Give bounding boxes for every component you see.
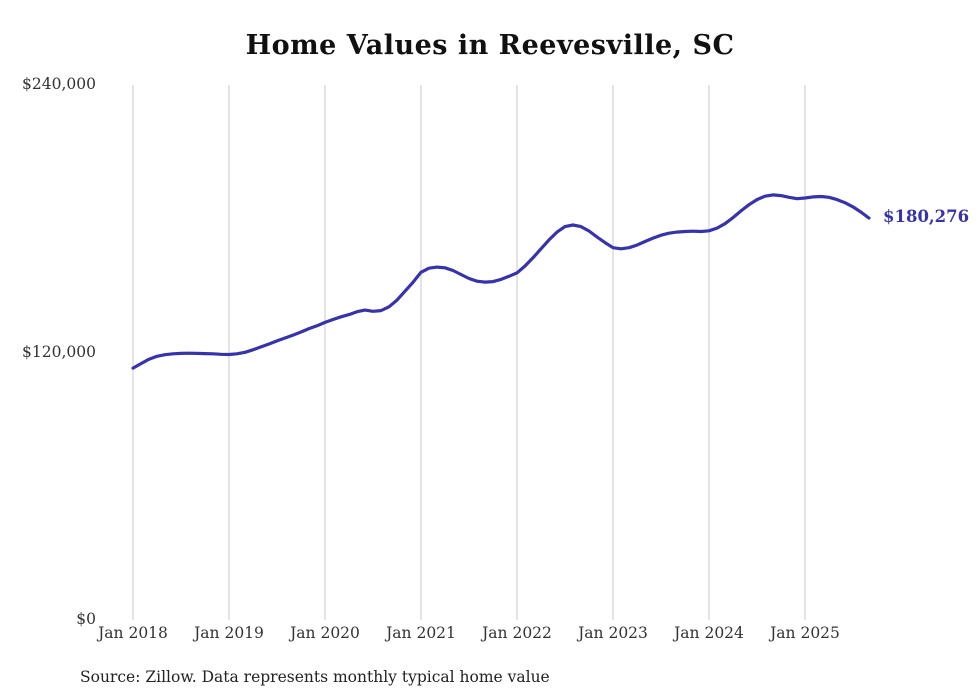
x-axis-tick-label: Jan 2022 <box>482 624 552 642</box>
y-axis-tick-label: $240,000 <box>22 75 96 93</box>
x-axis-tick-label: Jan 2020 <box>290 624 360 642</box>
home-value-series-line <box>131 193 871 370</box>
x-axis-tick-label: Jan 2021 <box>386 624 456 642</box>
x-axis-tick-label: Jan 2019 <box>194 624 264 642</box>
y-axis-tick-label: $0 <box>76 610 96 628</box>
chart-title: Home Values in Reevesville, SC <box>245 30 735 61</box>
x-axis-tick-label: Jan 2023 <box>578 624 648 642</box>
latest-value-label: $180,276 <box>883 207 970 227</box>
x-axis-tick-label: Jan 2025 <box>770 624 840 642</box>
x-axis-tick-label: Jan 2018 <box>98 624 168 642</box>
y-axis-tick-label: $120,000 <box>22 342 96 361</box>
source-note: Source: Zillow. Data represents monthly … <box>80 668 550 686</box>
x-axis-tick-label: Jan 2024 <box>674 624 744 642</box>
